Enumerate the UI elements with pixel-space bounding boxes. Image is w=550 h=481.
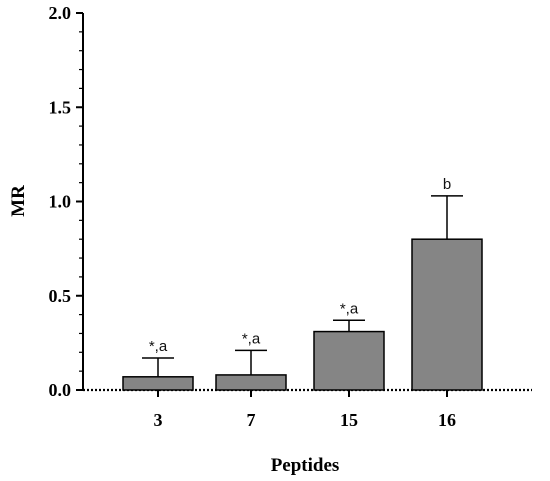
significance-label-15: *,a	[340, 300, 359, 317]
x-axis: 3 7 15 16	[83, 388, 532, 430]
bar-15	[313, 330, 385, 391]
significance-label-7: *,a	[242, 330, 261, 347]
y-tick-label: 0.5	[49, 286, 72, 306]
x-tick-label-7: 7	[247, 410, 256, 430]
x-tick-label-3: 3	[154, 410, 163, 430]
x-tick-label-15: 15	[340, 410, 358, 430]
y-axis: 0.0 0.5 1.0 1.5 2.0	[49, 3, 84, 400]
bars: *,a *,a *,a b	[122, 176, 483, 391]
y-axis-title: MR	[8, 185, 29, 217]
y-tick-label: 2.0	[49, 3, 72, 23]
y-tick-label: 0.0	[49, 380, 72, 400]
bar-16	[411, 238, 483, 391]
x-tick-label-16: 16	[438, 410, 456, 430]
significance-label-3: *,a	[149, 338, 168, 355]
y-tick-label: 1.5	[49, 97, 72, 117]
significance-label-16: b	[443, 176, 451, 193]
bar-3	[122, 376, 194, 391]
x-axis-title: Peptides	[271, 455, 340, 476]
bar-7	[215, 374, 287, 391]
y-tick-label: 1.0	[49, 192, 72, 212]
